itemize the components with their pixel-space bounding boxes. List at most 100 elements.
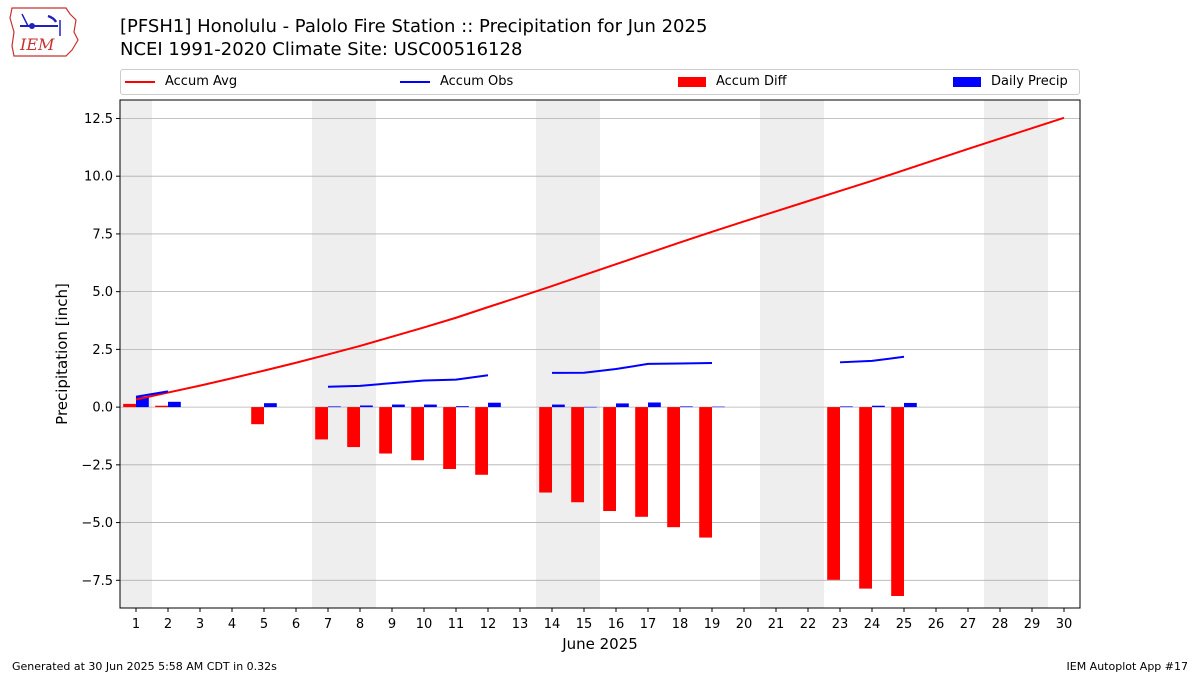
legend-item-accum-diff: Accum Diff [678, 74, 787, 89]
y-tick-label: 10.0 [84, 170, 113, 185]
chart-title: [PFSH1] Honolulu - Palolo Fire Station :… [120, 16, 708, 37]
legend-item-accum-avg: Accum Avg [125, 74, 237, 89]
legend-label-accum-avg: Accum Avg [165, 74, 238, 89]
weekend-shade [536, 100, 600, 608]
x-tick-label: 23 [832, 617, 849, 632]
x-tick-label: 9 [388, 617, 396, 632]
accum-obs-line [551, 362, 713, 374]
y-tick-label: 2.5 [92, 343, 113, 358]
daily-precip-bar [584, 406, 597, 408]
footer-app: IEM Autoplot App #17 [1066, 660, 1189, 673]
daily-precip-bar [488, 402, 501, 408]
x-tick-label: 8 [356, 617, 364, 632]
accum-diff-bar [699, 407, 712, 538]
accum-diff-bar [315, 407, 328, 440]
x-tick-label: 1 [132, 617, 140, 632]
accum-diff-bar [443, 407, 456, 469]
x-tick-label: 17 [640, 617, 657, 632]
x-tick-label: 25 [896, 617, 913, 632]
daily-precip-bar [840, 406, 853, 408]
y-tick-label: −7.5 [81, 574, 113, 589]
weekend-shade [984, 100, 1048, 608]
x-tick-label: 15 [576, 617, 593, 632]
x-axis-label: June 2025 [561, 635, 638, 653]
daily-precip-bar [712, 406, 725, 408]
y-tick-label: −2.5 [81, 458, 113, 473]
y-tick-label: 12.5 [84, 112, 113, 127]
daily-precip-bar [552, 404, 565, 408]
accum-diff-bar [859, 407, 872, 589]
x-tick-label: 6 [292, 617, 300, 632]
x-tick-label: 10 [416, 617, 433, 632]
accum-diff-bar [379, 407, 392, 454]
x-tick-label: 7 [324, 617, 332, 632]
daily-precip-bar [392, 404, 405, 408]
accum-diff-bar [155, 405, 168, 408]
x-tick-label: 4 [228, 617, 236, 632]
accum-obs-line [839, 355, 905, 364]
x-tick-label: 24 [864, 617, 881, 632]
x-tick-label: 11 [448, 617, 465, 632]
daily-precip-bar [328, 406, 341, 408]
y-tick-label: 5.0 [92, 285, 113, 300]
x-tick-label: 22 [800, 617, 817, 632]
daily-precip-bar [456, 406, 469, 408]
iem-logo-text: IEM [19, 35, 55, 54]
accum-obs-line [135, 390, 169, 398]
legend-swatch-accum-obs [400, 80, 430, 83]
daily-precip-bar [136, 396, 149, 408]
legend-item-daily-precip: Daily Precip [953, 74, 1068, 89]
weekend-shade [120, 100, 152, 608]
x-tick-label: 18 [672, 617, 689, 632]
accum-diff-bar [347, 407, 360, 448]
plot-frame [119, 99, 1081, 609]
x-tick-label: 26 [928, 617, 945, 632]
daily-precip-bar [424, 404, 437, 408]
legend-label-accum-diff: Accum Diff [716, 74, 787, 89]
accum-diff-bar [123, 403, 136, 408]
daily-precip-bar [360, 405, 373, 408]
accum-diff-bar [411, 407, 424, 461]
daily-precip-bar [680, 406, 693, 408]
accum-diff-bar [571, 407, 584, 503]
weekend-shade [312, 100, 376, 608]
y-tick-label: 7.5 [92, 227, 113, 242]
x-tick-label: 3 [196, 617, 204, 632]
x-tick-label: 14 [544, 617, 561, 632]
legend-label-daily-precip: Daily Precip [991, 74, 1068, 89]
x-tick-label: 5 [260, 617, 268, 632]
x-tick-label: 12 [480, 617, 497, 632]
accum-diff-bar [891, 407, 904, 596]
daily-precip-bar [616, 403, 629, 408]
accum-diff-bar [251, 407, 264, 425]
accum-avg-line [135, 116, 1065, 401]
legend-swatch-accum-diff [678, 76, 706, 87]
y-tick-label: −5.0 [81, 516, 113, 531]
x-tick-label: 30 [1056, 617, 1073, 632]
footer-generated: Generated at 30 Jun 2025 5:58 AM CDT in … [12, 660, 277, 673]
y-tick-label: 0.0 [92, 401, 113, 416]
accum-obs-line [327, 374, 489, 388]
daily-precip-bar [904, 402, 917, 408]
x-tick-label: 20 [736, 617, 753, 632]
weekend-shade [760, 100, 824, 608]
accum-diff-bar [667, 407, 680, 528]
daily-precip-bar [872, 405, 885, 408]
x-tick-label: 27 [960, 617, 977, 632]
accum-diff-bar [539, 407, 552, 493]
x-tick-label: 2 [164, 617, 172, 632]
daily-precip-bar [168, 401, 181, 408]
y-axis-label: Precipitation [inch] [53, 283, 71, 425]
x-tick-label: 19 [704, 617, 721, 632]
legend-label-accum-obs: Accum Obs [440, 74, 514, 89]
accum-diff-bar [827, 407, 840, 580]
legend-item-accum-obs: Accum Obs [400, 74, 513, 89]
chart-subtitle: NCEI 1991-2020 Climate Site: USC00516128 [120, 39, 523, 60]
legend-swatch-daily-precip [953, 76, 981, 87]
x-tick-label: 28 [992, 617, 1009, 632]
x-tick-label: 21 [768, 617, 785, 632]
daily-precip-bar [648, 402, 661, 408]
x-tick-label: 13 [512, 617, 529, 632]
iem-logo-graphic: IEM [9, 7, 79, 57]
